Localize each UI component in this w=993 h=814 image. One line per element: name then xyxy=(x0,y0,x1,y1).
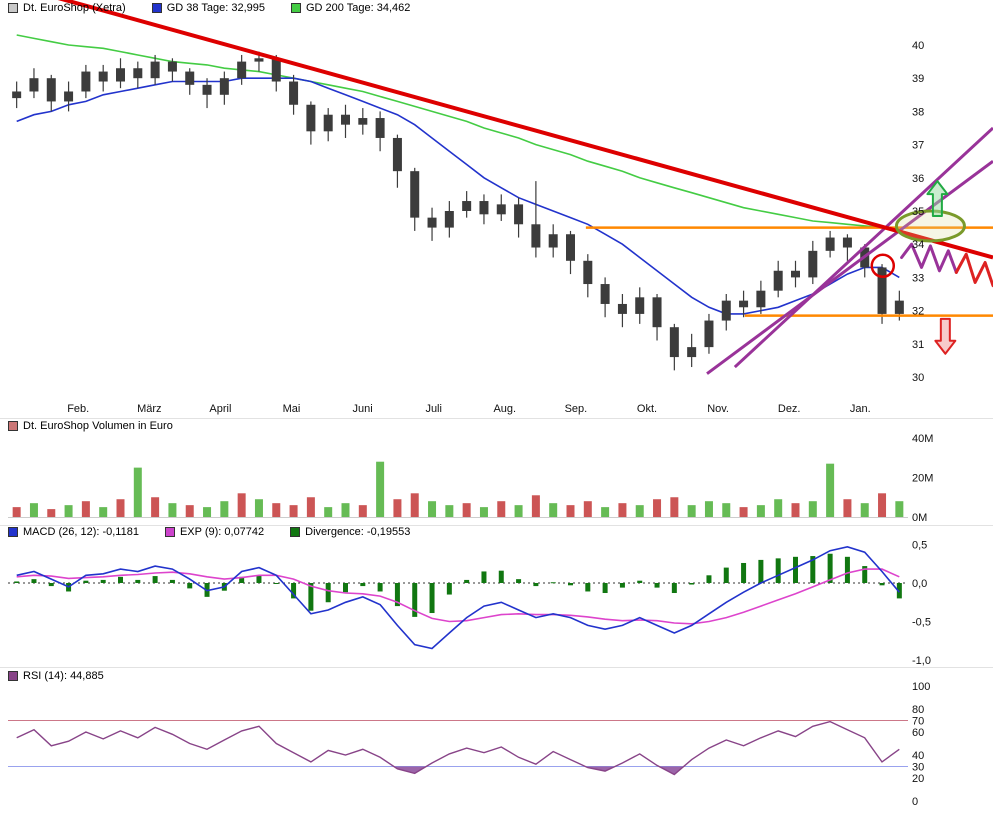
svg-text:35: 35 xyxy=(912,206,924,218)
svg-text:Mai: Mai xyxy=(283,403,301,415)
legend-item-gd200: GD 200 Tage: 34,462 xyxy=(290,2,411,14)
svg-text:40M: 40M xyxy=(912,433,933,445)
svg-text:Juli: Juli xyxy=(425,403,442,415)
svg-text:Nov.: Nov. xyxy=(707,403,729,415)
main-chart-legend: Dt. EuroShop (Xetra) GD 38 Tage: 32,995 … xyxy=(8,2,410,14)
gd38-swatch xyxy=(151,3,162,13)
svg-text:Feb.: Feb. xyxy=(67,403,89,415)
main-annotations xyxy=(57,0,993,375)
svg-text:20: 20 xyxy=(912,773,924,785)
gd38-label: GD 38 Tage: 32,995 xyxy=(166,2,265,14)
svg-text:37: 37 xyxy=(912,140,924,152)
svg-text:40: 40 xyxy=(912,750,924,762)
rsi-swatch xyxy=(8,671,18,681)
volume-panel: 40M 20M 0M xyxy=(8,433,933,524)
svg-text:70: 70 xyxy=(912,716,924,728)
svg-text:Okt.: Okt. xyxy=(637,403,657,415)
legend-item-macd: MACD (26, 12): -0,1181 xyxy=(8,526,139,538)
gd200-label: GD 200 Tage: 34,462 xyxy=(305,2,411,14)
panel-separators xyxy=(0,418,993,668)
svg-text:März: März xyxy=(137,403,161,415)
divergence-swatch xyxy=(290,527,301,537)
macd-swatch xyxy=(8,527,18,537)
svg-text:40: 40 xyxy=(912,40,924,52)
price-series-swatch xyxy=(8,3,18,13)
svg-text:20M: 20M xyxy=(912,473,933,485)
price-series-label: Dt. EuroShop (Xetra) xyxy=(23,2,126,14)
svg-text:38: 38 xyxy=(912,106,924,118)
svg-text:30: 30 xyxy=(912,372,924,384)
legend-item-divergence: Divergence: -0,19553 xyxy=(290,526,410,538)
svg-text:-1,0: -1,0 xyxy=(912,655,931,667)
divergence-label: Divergence: -0,19553 xyxy=(305,526,411,538)
svg-text:0,5: 0,5 xyxy=(912,540,927,552)
svg-text:34: 34 xyxy=(912,239,924,251)
svg-text:33: 33 xyxy=(912,272,924,284)
svg-text:80: 80 xyxy=(912,704,924,716)
legend-item-exp: EXP (9): 0,07742 xyxy=(164,526,265,538)
volume-swatch xyxy=(8,421,18,431)
svg-text:Juni: Juni xyxy=(353,403,373,415)
svg-text:32: 32 xyxy=(912,306,924,318)
svg-text:39: 39 xyxy=(912,73,924,85)
legend-item-volume: Dt. EuroShop Volumen in Euro xyxy=(8,420,173,432)
svg-text:-0,5: -0,5 xyxy=(912,617,931,629)
svg-text:Jan.: Jan. xyxy=(850,403,871,415)
svg-text:31: 31 xyxy=(912,339,924,351)
svg-text:0M: 0M xyxy=(912,512,927,524)
legend-item-price: Dt. EuroShop (Xetra) xyxy=(8,2,126,14)
rsi-label: RSI (14): 44,885 xyxy=(23,670,104,682)
macd-label: MACD (26, 12): -0,1181 xyxy=(23,526,139,538)
svg-text:0: 0 xyxy=(912,796,918,808)
main-price-panel xyxy=(12,34,904,371)
legend-item-gd38: GD 38 Tage: 32,995 xyxy=(151,2,265,14)
svg-text:30: 30 xyxy=(912,762,924,774)
volume-legend: Dt. EuroShop Volumen in Euro xyxy=(8,420,173,432)
volume-label: Dt. EuroShop Volumen in Euro xyxy=(23,420,173,432)
svg-text:April: April xyxy=(209,403,231,415)
macd-panel: 0,5 0,0 -0,5 -1,0 xyxy=(8,540,931,667)
svg-text:60: 60 xyxy=(912,727,924,739)
macd-legend: MACD (26, 12): -0,1181 EXP (9): 0,07742 … xyxy=(8,526,410,538)
exp-label: EXP (9): 0,07742 xyxy=(179,526,265,538)
legend-item-rsi: RSI (14): 44,885 xyxy=(8,670,104,682)
exp-swatch xyxy=(164,527,175,537)
main-axis-labels: 40 39 38 37 36 35 34 33 32 31 30 Feb. März April Mai Ju… xyxy=(67,40,924,415)
svg-text:Dez.: Dez. xyxy=(778,403,801,415)
gd200-swatch xyxy=(290,3,301,13)
svg-text:Sep.: Sep. xyxy=(565,403,588,415)
rsi-legend: RSI (14): 44,885 xyxy=(8,670,104,682)
svg-text:36: 36 xyxy=(912,173,924,185)
svg-text:Aug.: Aug. xyxy=(493,403,516,415)
svg-text:100: 100 xyxy=(912,681,930,693)
svg-text:0,0: 0,0 xyxy=(912,578,927,590)
